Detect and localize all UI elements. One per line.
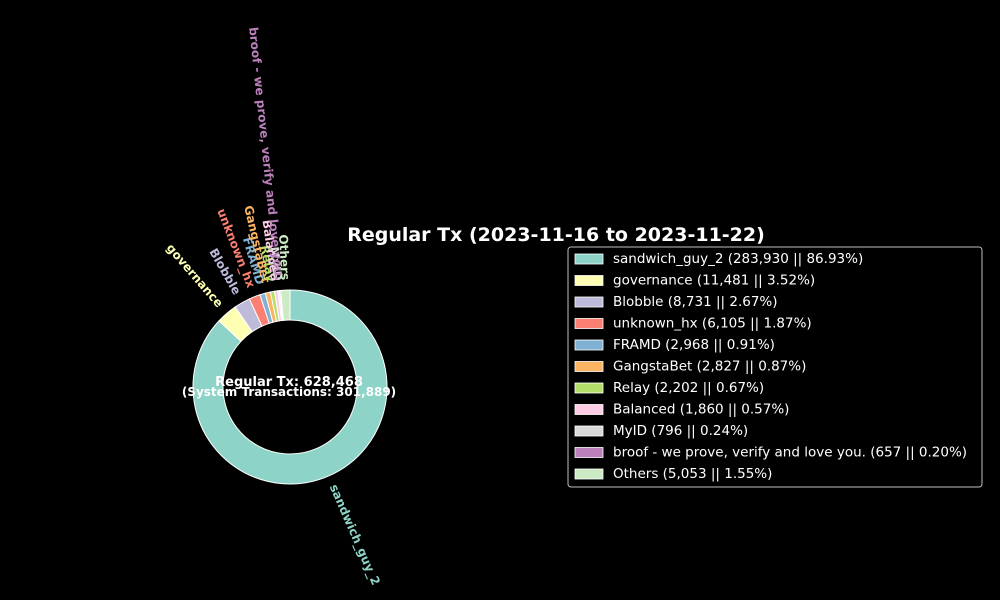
legend-swatch-others (574, 468, 604, 480)
chart-title: Regular Tx (2023-11-16 to 2023-11-22) (347, 224, 765, 246)
legend-swatch-balanced (574, 404, 604, 415)
slice-sandwich-guy-2 (192, 289, 388, 485)
slice-label-relay: Relay (258, 244, 279, 283)
legend-swatch-myid (574, 425, 604, 437)
legend-swatch-gangstabet (574, 361, 604, 372)
legend-label-framd: FRAMD (2,968 || 0.91%) (613, 337, 775, 353)
pie-slices (192, 289, 388, 485)
legend-label-unknown-hx: unknown_hx (6,105 || 1.87%) (613, 316, 812, 332)
legend-label-relay: Relay (2,202 || 0.67%) (613, 380, 764, 396)
legend-swatch-blobble (574, 296, 604, 308)
legend: sandwich_guy_2 (283,930 || 86.93%) govern… (567, 246, 983, 488)
legend-label-broof-we-prove-verify-and-love-you: broof - we prove, verify and love you. (… (613, 445, 967, 461)
legend-label-balanced: Balanced (1,860 || 0.57%) (613, 402, 789, 418)
center-system-label: (System Transactions: 301,889) (182, 385, 396, 399)
legend-swatch-framd (574, 339, 604, 351)
slice-others (280, 289, 291, 321)
legend-frame (567, 246, 983, 488)
slice-label-sandwich-guy-2: sandwich_guy_2 (326, 482, 383, 588)
legend-swatch-sandwich-guy-2 (574, 253, 604, 265)
legend-label-governance: governance (11,481 || 3.52%) (613, 273, 815, 289)
center-total-label: Regular Tx: 628,468 (215, 375, 363, 390)
legend-swatch-relay (574, 382, 604, 394)
slice-label-myid: MyID (267, 246, 285, 282)
legend-label-myid: MyID (796 || 0.24%) (613, 423, 748, 439)
legend-swatch-broof-we-prove-verify-and-love-you (574, 447, 604, 458)
legend-label-sandwich-guy-2: sandwich_guy_2 (283,930 || 86.93%) (613, 251, 863, 267)
legend-swatch-unknown-hx (574, 318, 604, 329)
slice-label-others: Others (276, 234, 292, 280)
legend-label-others: Others (5,053 || 1.55%) (613, 466, 772, 482)
legend-label-gangstabet: GangstaBet (2,827 || 0.87%) (613, 359, 806, 375)
legend-label-blobble: Blobble (8,731 || 2.67%) (613, 294, 778, 310)
legend-swatch-governance (574, 275, 604, 286)
